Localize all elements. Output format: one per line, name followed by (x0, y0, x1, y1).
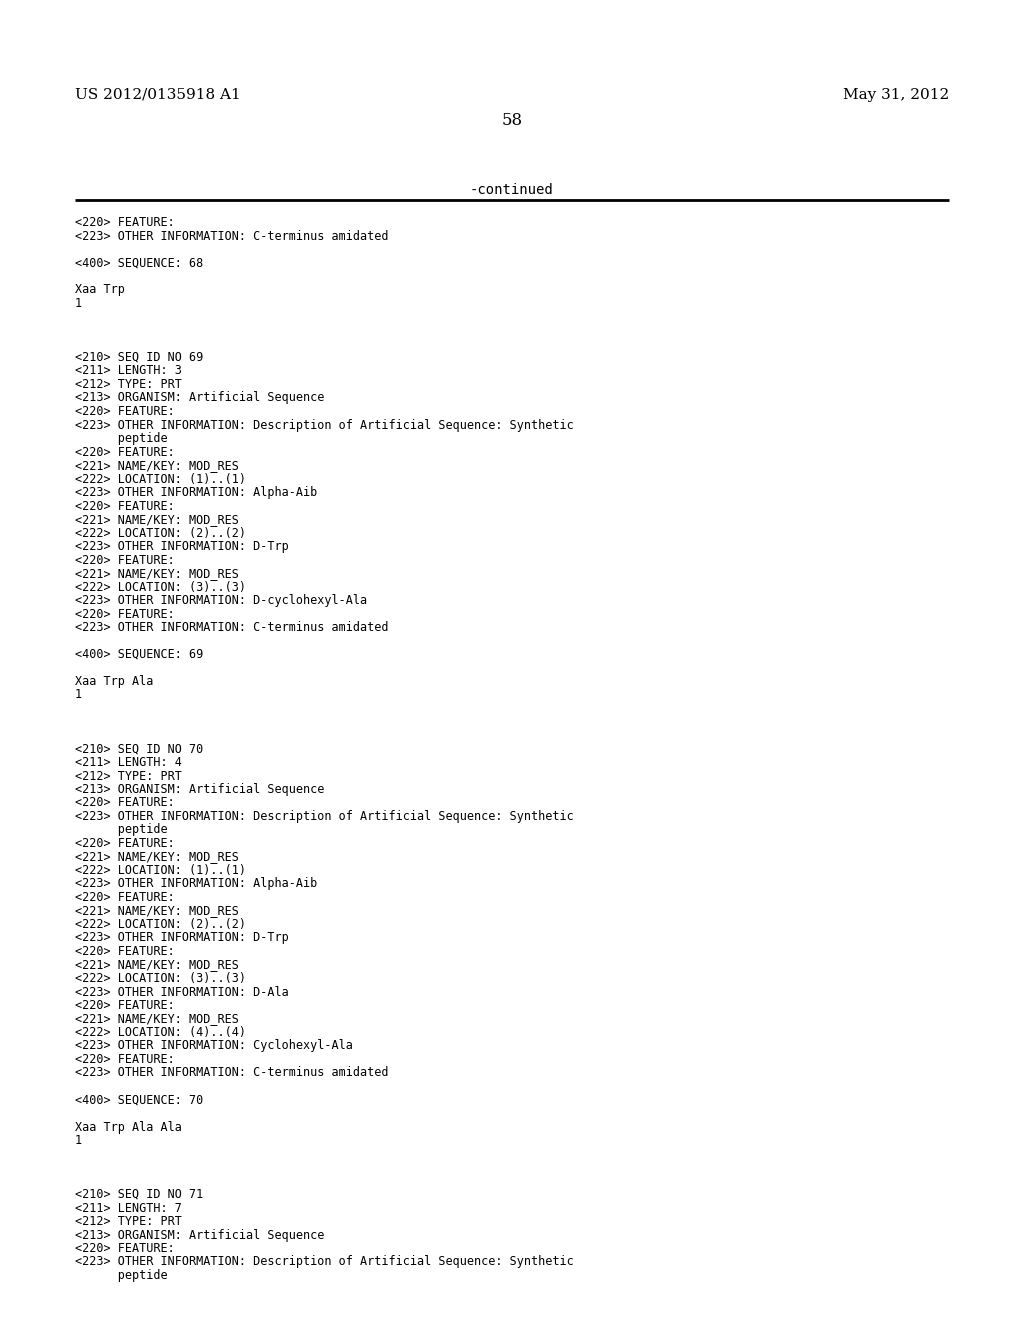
Text: <220> FEATURE:: <220> FEATURE: (75, 405, 174, 418)
Text: <220> FEATURE:: <220> FEATURE: (75, 499, 174, 512)
Text: <221> NAME/KEY: MOD_RES: <221> NAME/KEY: MOD_RES (75, 513, 239, 525)
Text: <221> NAME/KEY: MOD_RES: <221> NAME/KEY: MOD_RES (75, 904, 239, 917)
Text: <223> OTHER INFORMATION: D-Trp: <223> OTHER INFORMATION: D-Trp (75, 932, 289, 945)
Text: May 31, 2012: May 31, 2012 (843, 88, 949, 102)
Text: US 2012/0135918 A1: US 2012/0135918 A1 (75, 88, 241, 102)
Text: peptide: peptide (75, 432, 167, 445)
Text: <212> TYPE: PRT: <212> TYPE: PRT (75, 770, 181, 783)
Text: <400> SEQUENCE: 68: <400> SEQUENCE: 68 (75, 256, 203, 269)
Text: <223> OTHER INFORMATION: Alpha-Aib: <223> OTHER INFORMATION: Alpha-Aib (75, 486, 317, 499)
Text: <213> ORGANISM: Artificial Sequence: <213> ORGANISM: Artificial Sequence (75, 783, 325, 796)
Text: <211> LENGTH: 7: <211> LENGTH: 7 (75, 1201, 181, 1214)
Text: <220> FEATURE:: <220> FEATURE: (75, 837, 174, 850)
Text: <400> SEQUENCE: 70: <400> SEQUENCE: 70 (75, 1093, 203, 1106)
Text: <221> NAME/KEY: MOD_RES: <221> NAME/KEY: MOD_RES (75, 459, 239, 473)
Text: <223> OTHER INFORMATION: C-terminus amidated: <223> OTHER INFORMATION: C-terminus amid… (75, 230, 388, 243)
Text: <220> FEATURE:: <220> FEATURE: (75, 945, 174, 958)
Text: <210> SEQ ID NO 71: <210> SEQ ID NO 71 (75, 1188, 203, 1201)
Text: <221> NAME/KEY: MOD_RES: <221> NAME/KEY: MOD_RES (75, 850, 239, 863)
Text: <223> OTHER INFORMATION: Description of Artificial Sequence: Synthetic: <223> OTHER INFORMATION: Description of … (75, 810, 573, 822)
Text: <212> TYPE: PRT: <212> TYPE: PRT (75, 378, 181, 391)
Text: <210> SEQ ID NO 69: <210> SEQ ID NO 69 (75, 351, 203, 364)
Text: 1: 1 (75, 1134, 82, 1147)
Text: <220> FEATURE:: <220> FEATURE: (75, 1053, 174, 1067)
Text: <223> OTHER INFORMATION: C-terminus amidated: <223> OTHER INFORMATION: C-terminus amid… (75, 620, 388, 634)
Text: <222> LOCATION: (1)..(1): <222> LOCATION: (1)..(1) (75, 865, 246, 876)
Text: Xaa Trp Ala: Xaa Trp Ala (75, 675, 154, 688)
Text: <211> LENGTH: 4: <211> LENGTH: 4 (75, 756, 181, 770)
Text: <223> OTHER INFORMATION: Description of Artificial Sequence: Synthetic: <223> OTHER INFORMATION: Description of … (75, 1255, 573, 1269)
Text: Xaa Trp: Xaa Trp (75, 284, 125, 297)
Text: <223> OTHER INFORMATION: Description of Artificial Sequence: Synthetic: <223> OTHER INFORMATION: Description of … (75, 418, 573, 432)
Text: <220> FEATURE:: <220> FEATURE: (75, 999, 174, 1012)
Text: <220> FEATURE:: <220> FEATURE: (75, 446, 174, 458)
Text: <211> LENGTH: 3: <211> LENGTH: 3 (75, 364, 181, 378)
Text: <220> FEATURE:: <220> FEATURE: (75, 1242, 174, 1255)
Text: <210> SEQ ID NO 70: <210> SEQ ID NO 70 (75, 742, 203, 755)
Text: <222> LOCATION: (1)..(1): <222> LOCATION: (1)..(1) (75, 473, 246, 486)
Text: 1: 1 (75, 689, 82, 701)
Text: <222> LOCATION: (4)..(4): <222> LOCATION: (4)..(4) (75, 1026, 246, 1039)
Text: <220> FEATURE:: <220> FEATURE: (75, 607, 174, 620)
Text: <223> OTHER INFORMATION: D-cyclohexyl-Ala: <223> OTHER INFORMATION: D-cyclohexyl-Al… (75, 594, 367, 607)
Text: Xaa Trp Ala Ala: Xaa Trp Ala Ala (75, 1121, 181, 1134)
Text: <222> LOCATION: (2)..(2): <222> LOCATION: (2)..(2) (75, 527, 246, 540)
Text: <213> ORGANISM: Artificial Sequence: <213> ORGANISM: Artificial Sequence (75, 392, 325, 404)
Text: <223> OTHER INFORMATION: Cyclohexyl-Ala: <223> OTHER INFORMATION: Cyclohexyl-Ala (75, 1040, 352, 1052)
Text: <220> FEATURE:: <220> FEATURE: (75, 216, 174, 228)
Text: <221> NAME/KEY: MOD_RES: <221> NAME/KEY: MOD_RES (75, 1012, 239, 1026)
Text: <222> LOCATION: (3)..(3): <222> LOCATION: (3)..(3) (75, 581, 246, 594)
Text: <220> FEATURE:: <220> FEATURE: (75, 891, 174, 904)
Text: <221> NAME/KEY: MOD_RES: <221> NAME/KEY: MOD_RES (75, 568, 239, 579)
Text: peptide: peptide (75, 1269, 167, 1282)
Text: 1: 1 (75, 297, 82, 310)
Text: <223> OTHER INFORMATION: Alpha-Aib: <223> OTHER INFORMATION: Alpha-Aib (75, 878, 317, 891)
Text: <223> OTHER INFORMATION: D-Trp: <223> OTHER INFORMATION: D-Trp (75, 540, 289, 553)
Text: <223> OTHER INFORMATION: D-Ala: <223> OTHER INFORMATION: D-Ala (75, 986, 289, 998)
Text: <220> FEATURE:: <220> FEATURE: (75, 553, 174, 566)
Text: <213> ORGANISM: Artificial Sequence: <213> ORGANISM: Artificial Sequence (75, 1229, 325, 1242)
Text: <220> FEATURE:: <220> FEATURE: (75, 796, 174, 809)
Text: <223> OTHER INFORMATION: C-terminus amidated: <223> OTHER INFORMATION: C-terminus amid… (75, 1067, 388, 1080)
Text: <212> TYPE: PRT: <212> TYPE: PRT (75, 1214, 181, 1228)
Text: <221> NAME/KEY: MOD_RES: <221> NAME/KEY: MOD_RES (75, 958, 239, 972)
Text: -continued: -continued (470, 183, 554, 197)
Text: <222> LOCATION: (2)..(2): <222> LOCATION: (2)..(2) (75, 917, 246, 931)
Text: <222> LOCATION: (3)..(3): <222> LOCATION: (3)..(3) (75, 972, 246, 985)
Text: peptide: peptide (75, 824, 167, 837)
Text: 58: 58 (502, 112, 522, 129)
Text: <400> SEQUENCE: 69: <400> SEQUENCE: 69 (75, 648, 203, 661)
